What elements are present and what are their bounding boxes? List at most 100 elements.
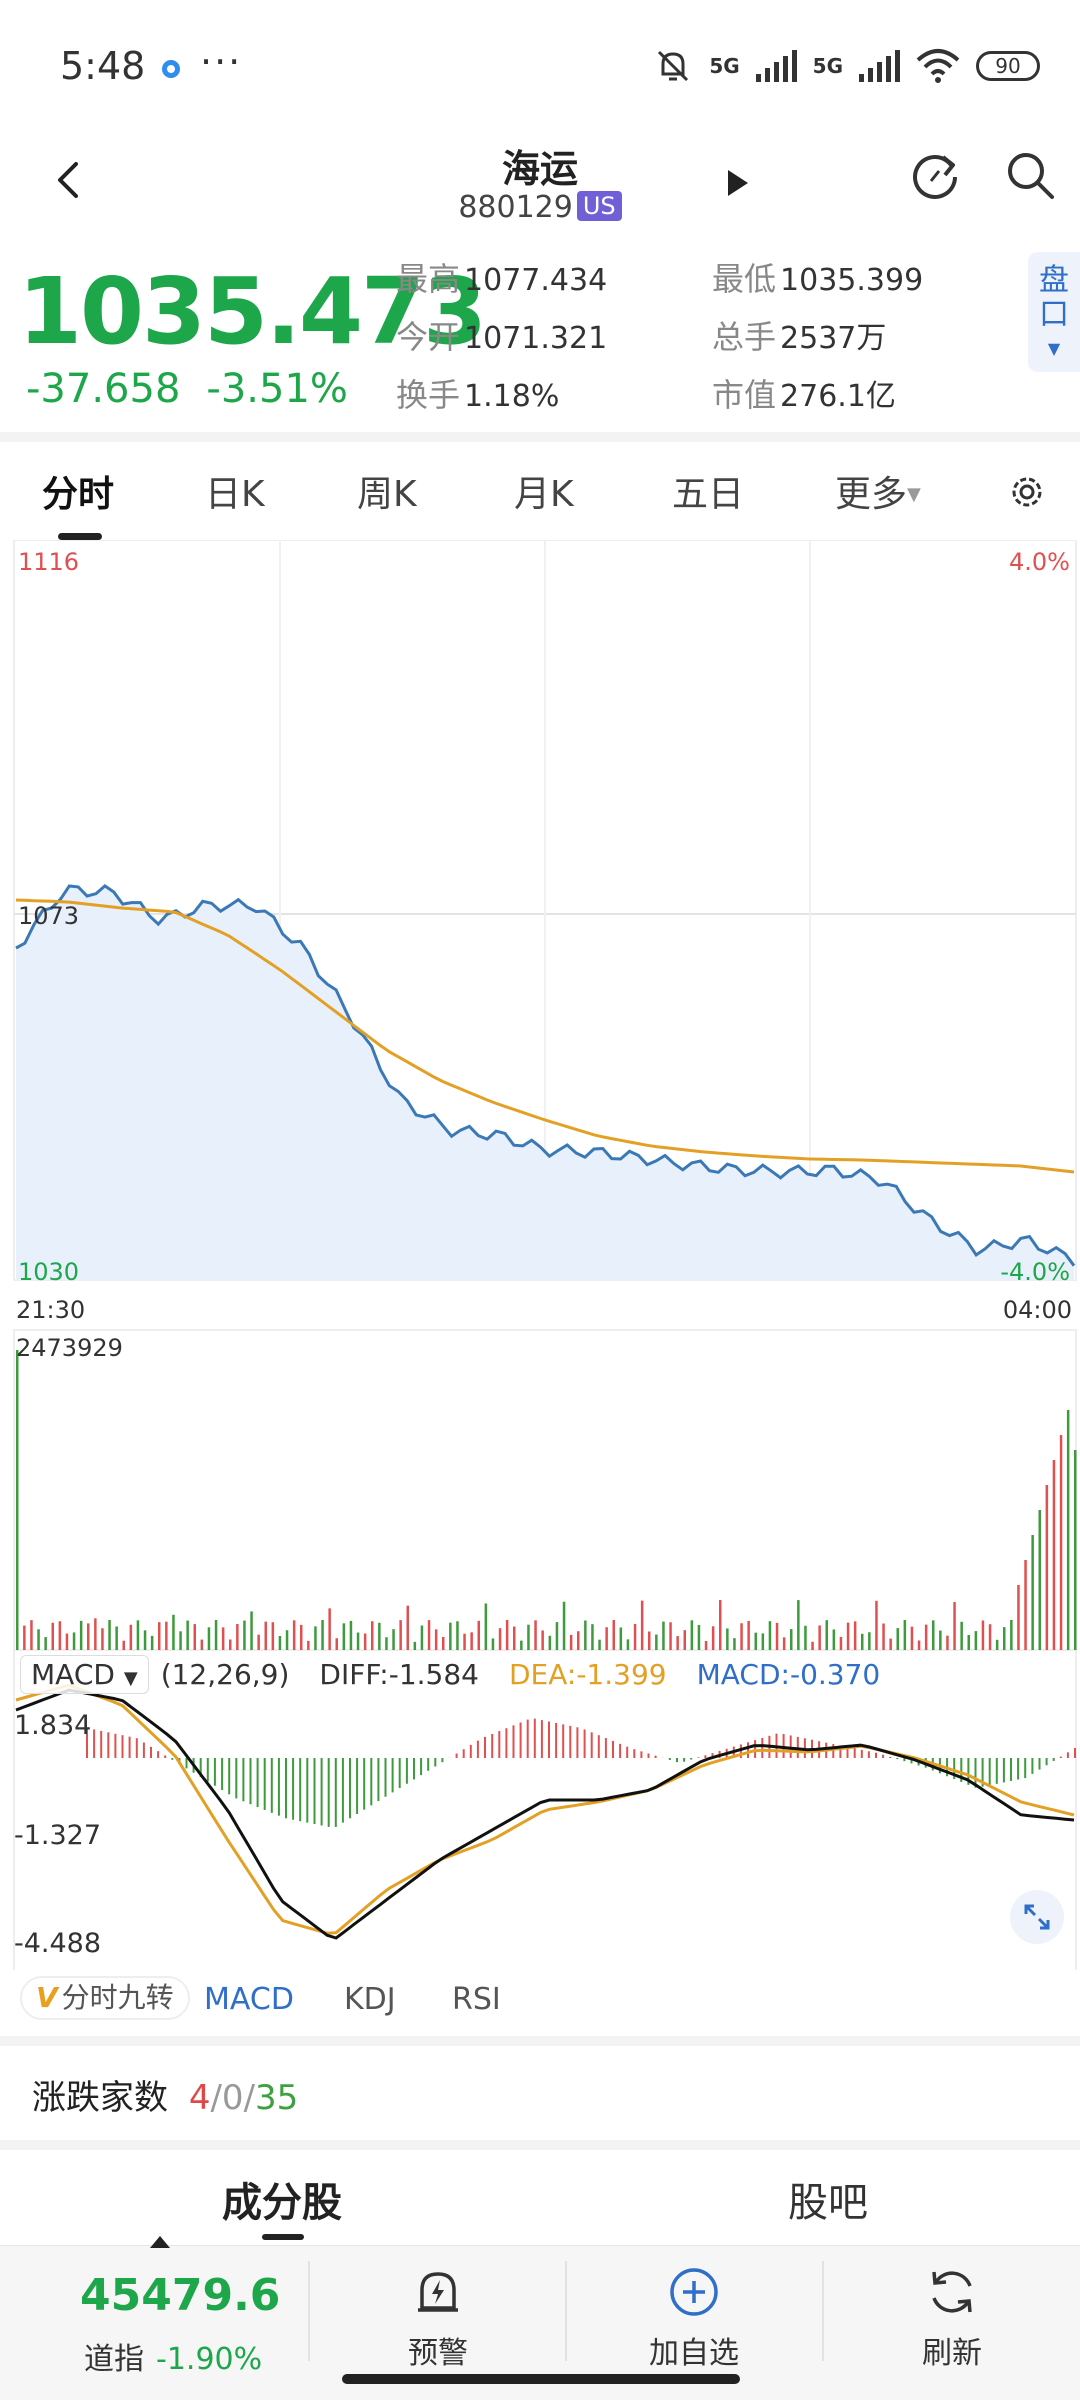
- macd-histogram-bar: [1038, 1758, 1041, 1770]
- macd-histogram-bar: [1074, 1748, 1076, 1758]
- indicator-tab-macd[interactable]: MACD: [204, 1982, 294, 2017]
- volume-bar: [378, 1622, 381, 1650]
- macd-histogram-bar: [114, 1733, 117, 1758]
- volume-bar: [896, 1628, 899, 1650]
- divider: [0, 432, 1080, 442]
- volume-bar: [470, 1632, 473, 1650]
- macd-histogram-bar: [526, 1719, 529, 1758]
- volume-bar: [541, 1630, 544, 1650]
- tab-five-day[interactable]: 五日: [672, 474, 745, 515]
- order-book-button[interactable]: 盘口 ▼: [1028, 252, 1080, 372]
- macd-histogram-bar: [320, 1758, 323, 1826]
- home-indicator[interactable]: [342, 2374, 740, 2384]
- fullscreen-icon[interactable]: [1010, 1890, 1064, 1944]
- macd-value: MACD:-0.370: [696, 1657, 881, 1691]
- macd-histogram-bar: [164, 1755, 167, 1758]
- volume-bar: [1052, 1460, 1056, 1650]
- volume-bar: [1059, 1435, 1063, 1650]
- next-stock-icon[interactable]: [718, 158, 758, 208]
- stock-code-row: 880129 US: [0, 190, 1080, 225]
- tab-monthly-k[interactable]: 月K: [514, 474, 574, 515]
- volume-bar: [30, 1620, 33, 1650]
- divider: [0, 2140, 1080, 2150]
- macd-selector[interactable]: MACD ▼: [20, 1654, 149, 1694]
- advance-count: 4: [188, 2078, 211, 2118]
- volume-bar: [165, 1621, 168, 1650]
- volume-bar: [271, 1622, 275, 1650]
- macd-histogram-bar: [1052, 1758, 1055, 1761]
- quote-panel: 1035.473 -37.658 -3.51% 最高 1077.434 最低 1035…: [0, 240, 1080, 430]
- wifi-icon: [916, 49, 960, 83]
- volume-bar: [917, 1640, 921, 1650]
- nine-turn-button[interactable]: V 分时九转: [20, 1976, 190, 2020]
- macd-histogram-bar: [341, 1758, 344, 1823]
- volume-bar: [782, 1637, 786, 1650]
- mute-bell-icon: [658, 50, 689, 82]
- price-change: -37.658: [26, 366, 181, 412]
- refresh-button[interactable]: 刷新: [882, 2264, 1022, 2372]
- back-icon[interactable]: [40, 150, 100, 210]
- macd-histogram-bar: [384, 1758, 387, 1797]
- volume-bar: [946, 1635, 949, 1650]
- volume-bar: [953, 1602, 956, 1650]
- volume-bar: [825, 1620, 828, 1650]
- volume-bar: [314, 1626, 317, 1650]
- stat-high: 最高 1077.434: [396, 260, 608, 298]
- status-icons: 5G 5G 90: [653, 44, 1040, 88]
- add-watchlist-button[interactable]: 加自选: [624, 2264, 764, 2372]
- macd-histogram-bar: [405, 1758, 408, 1784]
- indicator-tab-kdj[interactable]: KDJ: [344, 1982, 396, 2017]
- volume-bar: [790, 1629, 793, 1650]
- volume-bar: [513, 1626, 516, 1650]
- volume-bar: [16, 1350, 19, 1650]
- macd-histogram-bar: [953, 1758, 956, 1780]
- order-book-label: 盘口: [1039, 263, 1069, 332]
- tab-weekly-k[interactable]: 周K: [357, 474, 417, 515]
- volume-bar: [605, 1627, 608, 1650]
- macd-histogram-bar: [562, 1724, 565, 1758]
- macd-diff: DIFF:-1.584: [319, 1657, 479, 1691]
- macd-histogram-bar: [242, 1758, 245, 1802]
- volume-bar: [307, 1640, 310, 1650]
- gear-icon[interactable]: [1005, 470, 1049, 514]
- macd-histogram-bar: [285, 1758, 287, 1819]
- macd-histogram-bar: [1002, 1758, 1005, 1783]
- tab-more-label: 更多: [835, 474, 908, 515]
- refresh-icon[interactable]: [905, 145, 965, 205]
- volume-bar: [371, 1621, 374, 1650]
- macd-histogram-bar: [135, 1738, 138, 1758]
- indicator-tab-rsi[interactable]: RSI: [452, 1982, 501, 2017]
- alert-button[interactable]: 预警: [368, 2264, 508, 2372]
- macd-histogram-bar: [213, 1758, 216, 1786]
- search-icon[interactable]: [1000, 145, 1060, 205]
- macd-histogram-bar: [420, 1758, 423, 1776]
- macd-histogram-bar: [391, 1758, 394, 1793]
- volume-bar: [861, 1633, 864, 1650]
- macd-histogram-bar: [569, 1725, 572, 1758]
- volume-bar: [775, 1622, 779, 1650]
- macd-histogram-bar: [1010, 1758, 1012, 1781]
- macd-histogram-bar: [398, 1758, 401, 1789]
- tab-intraday[interactable]: 分时: [42, 474, 115, 515]
- volume-bar: [648, 1631, 651, 1650]
- macd-histogram-bar: [505, 1728, 508, 1758]
- volume-bar: [612, 1620, 615, 1650]
- tab-forum[interactable]: 股吧: [788, 2180, 868, 2226]
- macd-histogram-bar: [185, 1758, 188, 1769]
- tab-daily-k[interactable]: 日K: [205, 474, 265, 515]
- intraday-chart[interactable]: 1116 1073 1030 4.0% -4.0% 21:30 04:00 24…: [0, 540, 1080, 2030]
- tab-more[interactable]: 更多▼: [835, 465, 921, 517]
- volume-bar: [1031, 1535, 1034, 1650]
- tab-constituents[interactable]: 成分股: [222, 2180, 342, 2226]
- chart-tabs: 分时 日K 周K 月K 五日 更多▼: [0, 445, 1080, 540]
- volume-bar: [158, 1622, 161, 1650]
- macd-histogram-bar: [491, 1733, 494, 1758]
- macd-histogram-bar: [441, 1758, 444, 1763]
- nav-separator: [822, 2261, 824, 2361]
- volume-bar: [690, 1620, 694, 1650]
- macd-histogram-bar: [86, 1728, 88, 1758]
- macd-histogram-bar: [413, 1758, 415, 1780]
- index-ticker[interactable]: 45479.6 道指 -1.90%: [0, 2246, 300, 2400]
- macd-histogram-bar: [206, 1758, 209, 1782]
- volume-bar: [321, 1620, 324, 1650]
